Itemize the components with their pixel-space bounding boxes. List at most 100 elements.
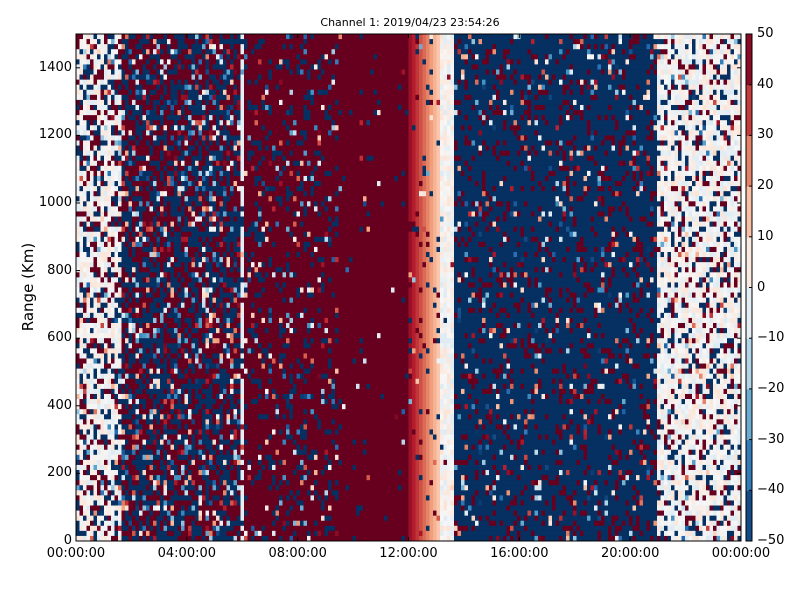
heatmap-cell: [111, 343, 115, 349]
heatmap-cell: [240, 64, 245, 70]
heatmap-cell: [128, 409, 133, 415]
heatmap-cell: [223, 414, 227, 420]
heatmap-cell: [191, 399, 196, 405]
heatmap-cell: [167, 39, 171, 45]
heatmap-cell: [79, 221, 84, 228]
heatmap-cell: [167, 353, 171, 359]
heatmap-cell: [90, 404, 94, 410]
heatmap-cell: [219, 434, 224, 440]
heatmap-cell: [237, 54, 241, 60]
heatmap-cell: [188, 424, 192, 430]
heatmap-cell: [233, 226, 238, 233]
heatmap-cell: [209, 282, 213, 288]
heatmap-cell: [114, 236, 119, 243]
heatmap-cell: [125, 475, 129, 481]
heatmap-cell: [216, 186, 220, 192]
heatmap-cell: [146, 358, 150, 364]
heatmap-cell: [237, 449, 241, 456]
heatmap-cell: [230, 338, 234, 344]
heatmap-cell: [191, 84, 196, 91]
heatmap-cell: [121, 378, 126, 385]
heatmap-cell: [209, 353, 213, 359]
heatmap-cell: [230, 39, 234, 45]
heatmap-cell: [160, 150, 164, 157]
heatmap-cell: [219, 155, 224, 162]
heatmap-cell: [219, 505, 224, 511]
heatmap-cell: [121, 495, 126, 501]
heatmap-cell: [174, 454, 178, 461]
heatmap-cell: [223, 206, 227, 212]
heatmap-cell: [160, 226, 164, 233]
heatmap-cell: [146, 49, 150, 55]
heatmap-cell: [149, 257, 154, 263]
heatmap-cell: [233, 69, 238, 75]
heatmap-cell: [156, 434, 161, 440]
heatmap-cell: [146, 500, 150, 506]
heatmap-cell: [177, 165, 182, 172]
heatmap-cell: [167, 525, 171, 532]
heatmap-cell: [209, 454, 213, 461]
heatmap-cell: [233, 399, 238, 405]
heatmap-cell: [233, 206, 238, 212]
heatmap-cell: [160, 388, 164, 395]
heatmap-cell: [230, 277, 234, 283]
heatmap-cell: [226, 206, 231, 212]
heatmap-cell: [191, 449, 196, 456]
heatmap-cell: [160, 84, 164, 91]
heatmap-cell: [132, 201, 136, 207]
heatmap-cell: [121, 434, 126, 440]
heatmap-cell: [107, 34, 112, 40]
heatmap-cell: [132, 383, 136, 390]
heatmap-cell: [153, 414, 157, 420]
heatmap-cell: [198, 470, 203, 476]
heatmap-cell: [209, 206, 213, 212]
heatmap-cell: [118, 373, 122, 380]
heatmap-cell: [97, 383, 101, 390]
heatmap-cell: [170, 34, 175, 40]
heatmap-cell: [111, 505, 115, 511]
heatmap-cell: [216, 236, 220, 243]
heatmap-cell: [247, 115, 252, 121]
heatmap-cell: [226, 312, 231, 319]
heatmap-cell: [209, 84, 213, 91]
heatmap-cell: [205, 343, 210, 349]
heatmap-cell: [142, 252, 147, 258]
heatmap-cell: [191, 312, 196, 319]
heatmap-cell: [237, 287, 241, 293]
heatmap-cell: [156, 409, 161, 415]
heatmap-cell: [188, 120, 192, 126]
heatmap-cell: [195, 307, 199, 314]
heatmap-cell: [93, 459, 98, 466]
heatmap-cell: [167, 115, 171, 121]
heatmap-cell: [181, 196, 185, 202]
heatmap-cell: [97, 272, 101, 278]
heatmap-cell: [107, 363, 112, 370]
heatmap-cell: [149, 378, 154, 385]
heatmap-cell: [142, 363, 147, 370]
heatmap-cell: [170, 99, 175, 106]
heatmap-cell: [240, 155, 245, 162]
heatmap-cell: [76, 317, 80, 324]
heatmap-cell: [135, 530, 140, 537]
heatmap-cell: [79, 246, 84, 253]
heatmap-cell: [198, 267, 203, 273]
heatmap-cell: [237, 485, 241, 491]
heatmap-cell: [160, 54, 164, 60]
heatmap-cell: [198, 480, 203, 486]
heatmap-cell: [167, 79, 171, 86]
heatmap-cell: [132, 186, 136, 192]
heatmap-cell: [198, 333, 203, 339]
heatmap-cell: [209, 328, 213, 334]
heatmap-cell: [184, 322, 189, 329]
heatmap-cell: [128, 383, 133, 390]
heatmap-cell: [125, 510, 129, 517]
heatmap-cell: [212, 160, 217, 167]
heatmap-cell: [132, 236, 136, 243]
heatmap-cell: [174, 257, 178, 263]
heatmap-cell: [163, 135, 168, 141]
heatmap-cell: [121, 490, 126, 496]
heatmap-cell: [174, 353, 178, 359]
heatmap-cell: [111, 165, 115, 172]
heatmap-cell: [240, 170, 245, 177]
heatmap-cell: [226, 130, 231, 136]
